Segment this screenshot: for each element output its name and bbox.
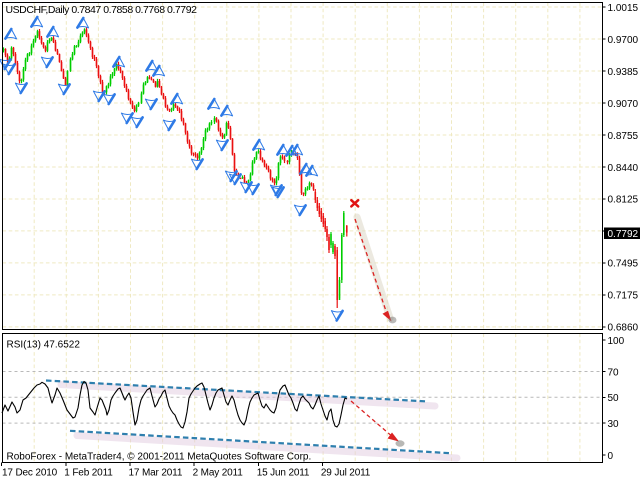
- svg-text:50: 50: [608, 393, 620, 404]
- svg-text:1 Feb 2011: 1 Feb 2011: [64, 468, 113, 479]
- svg-text:0.8755: 0.8755: [608, 131, 639, 142]
- svg-text:USDCHF,Daily 0.7847 0.7858 0.: USDCHF,Daily 0.7847 0.7858 0.7768 0.7792: [6, 4, 198, 16]
- svg-text:0.6860: 0.6860: [608, 323, 639, 334]
- svg-text:1.0015: 1.0015: [608, 3, 639, 14]
- svg-text:0.8440: 0.8440: [608, 163, 639, 174]
- svg-text:0.9385: 0.9385: [608, 67, 639, 78]
- svg-text:2 May 2011: 2 May 2011: [193, 468, 244, 479]
- svg-text:30: 30: [608, 419, 620, 430]
- svg-text:15 Jun 2011: 15 Jun 2011: [257, 468, 310, 479]
- svg-text:0.7175: 0.7175: [608, 291, 639, 302]
- svg-text:100: 100: [608, 336, 625, 347]
- svg-text:RoboForex - MetaTrader4, © 200: RoboForex - MetaTrader4, © 2001-2011 Met…: [7, 452, 312, 463]
- svg-text:0.8125: 0.8125: [608, 195, 639, 206]
- svg-text:0.9070: 0.9070: [608, 99, 639, 110]
- svg-text:70: 70: [608, 367, 620, 378]
- svg-text:0: 0: [608, 451, 614, 462]
- svg-text:0.7495: 0.7495: [608, 259, 639, 270]
- svg-text:0.7792: 0.7792: [608, 229, 639, 240]
- svg-text:29 Jul 2011: 29 Jul 2011: [321, 468, 371, 479]
- svg-text:RSI(13) 47.6522: RSI(13) 47.6522: [7, 340, 81, 351]
- svg-text:17 Dec 2010: 17 Dec 2010: [2, 468, 58, 479]
- svg-text:0.9700: 0.9700: [608, 35, 639, 46]
- svg-text:17 Mar 2011: 17 Mar 2011: [129, 468, 183, 479]
